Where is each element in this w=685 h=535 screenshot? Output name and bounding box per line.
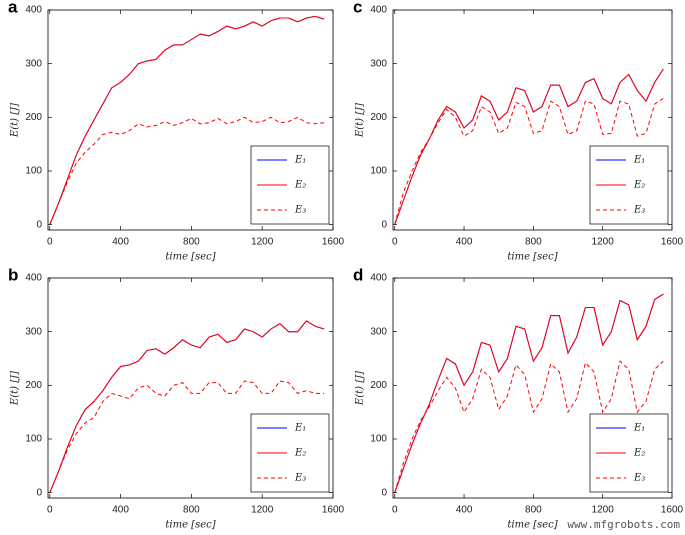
x-tick-label: 1600 [661, 237, 684, 248]
y-tick-label: 400 [25, 273, 42, 284]
watermark: www.mfgrobots.com [567, 518, 680, 531]
x-axis-label: time [sec] [507, 520, 557, 531]
panel-label: d [353, 265, 363, 284]
y-axis-label: E(t) [J] [355, 371, 366, 406]
y-tick-label: 100 [370, 434, 387, 445]
legend-label: E₁ [633, 423, 645, 434]
x-tick-label: 400 [456, 505, 473, 516]
y-tick-label: 200 [370, 380, 387, 391]
x-axis-label: time [sec] [165, 520, 215, 531]
x-tick-label: 400 [456, 237, 473, 248]
x-tick-label: 0 [392, 505, 398, 516]
y-tick-label: 300 [25, 326, 42, 337]
y-tick-label: 100 [25, 434, 42, 445]
y-tick-label: 300 [370, 326, 387, 337]
x-axis-label: time [sec] [507, 252, 557, 263]
legend-label: E₃ [633, 473, 645, 484]
x-tick-label: 1200 [251, 237, 274, 248]
legend-label: E₃ [294, 473, 306, 484]
x-axis-label: time [sec] [165, 252, 215, 263]
x-tick-label: 1600 [661, 505, 684, 516]
y-tick-label: 400 [25, 5, 42, 16]
series-line [394, 360, 664, 493]
plot-frame [47, 277, 334, 499]
y-axis-label: E(t) [J] [355, 103, 366, 138]
x-tick-label: 0 [392, 237, 398, 248]
x-tick-label: 1200 [592, 237, 615, 248]
series-line [49, 116, 325, 225]
y-tick-label: 200 [370, 112, 387, 123]
y-tick-label: 400 [370, 5, 387, 16]
panel-label: b [8, 265, 18, 284]
x-tick-label: 800 [183, 505, 200, 516]
legend-label: E₃ [294, 205, 306, 216]
x-tick-label: 1200 [251, 505, 274, 516]
y-tick-label: 0 [36, 219, 42, 230]
series-line [394, 98, 664, 225]
y-axis-label: E(t) [J] [10, 371, 21, 406]
y-tick-label: 0 [36, 487, 42, 498]
y-tick-label: 0 [381, 487, 387, 498]
legend-label: E₁ [294, 423, 306, 434]
x-tick-label: 400 [112, 237, 129, 248]
panel-label: a [8, 0, 18, 16]
x-tick-label: 1600 [322, 505, 345, 516]
y-tick-label: 300 [370, 58, 387, 69]
plot-frame [47, 9, 334, 231]
x-tick-label: 0 [47, 237, 53, 248]
y-tick-label: 200 [25, 112, 42, 123]
y-tick-label: 100 [25, 166, 42, 177]
series-line [49, 15, 325, 225]
plot-frame [392, 9, 673, 231]
y-tick-label: 300 [25, 58, 42, 69]
x-tick-label: 800 [525, 505, 542, 516]
legend-label: E₃ [633, 205, 645, 216]
plot-frame [392, 277, 673, 499]
series-line [394, 68, 664, 225]
y-tick-label: 400 [370, 273, 387, 284]
series-line [49, 320, 325, 493]
series-line [394, 293, 664, 493]
panel-label: c [353, 0, 362, 16]
legend-label: E₂ [294, 180, 306, 191]
legend-label: E₂ [633, 448, 645, 459]
x-tick-label: 400 [112, 505, 129, 516]
x-tick-label: 0 [47, 505, 53, 516]
legend-label: E₂ [633, 180, 645, 191]
x-tick-label: 1200 [592, 505, 615, 516]
x-tick-label: 1600 [322, 237, 345, 248]
legend-label: E₂ [294, 448, 306, 459]
legend-label: E₁ [633, 155, 645, 166]
legend-label: E₁ [294, 155, 306, 166]
y-tick-label: 200 [25, 380, 42, 391]
series-line [49, 380, 325, 493]
y-tick-label: 0 [381, 219, 387, 230]
x-tick-label: 800 [525, 237, 542, 248]
x-tick-label: 800 [183, 237, 200, 248]
y-tick-label: 100 [370, 166, 387, 177]
y-axis-label: E(t) [J] [10, 103, 21, 138]
